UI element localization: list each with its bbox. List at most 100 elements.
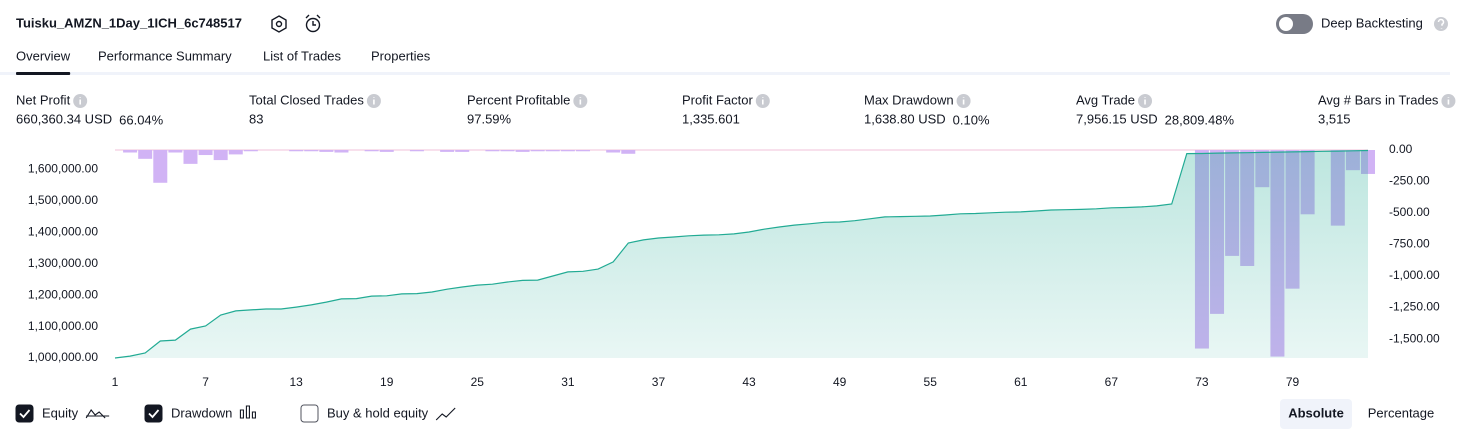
- x-tick-label: 43: [742, 375, 756, 389]
- x-tick-label: 25: [471, 375, 485, 389]
- x-tick-label: 37: [652, 375, 666, 389]
- info-icon[interactable]: [755, 94, 770, 108]
- y2-tick-label: -1,000.00: [1389, 268, 1440, 282]
- tab[interactable]: Performance Summary: [98, 48, 232, 63]
- stat-value: 83: [249, 111, 263, 126]
- equity-line: [114, 149, 1369, 359]
- stat-value: 660,360.34 USD: [16, 111, 112, 126]
- y-tick-label: 1,200,000.00: [28, 287, 98, 301]
- stat-label: Total Closed Trades: [249, 92, 364, 107]
- deep-backtesting-toggle[interactable]: [1276, 14, 1313, 34]
- x-tick-label: 1: [112, 375, 119, 389]
- equity-area: [115, 150, 1368, 358]
- x-tick-label: 55: [924, 375, 938, 389]
- drawdown-bar: [213, 150, 228, 161]
- legend-label: Drawdown: [171, 405, 232, 420]
- checkbox: [15, 404, 34, 423]
- x-tick-label: 31: [561, 375, 575, 389]
- legend-checkbox[interactable]: Buy & hold equity: [300, 404, 456, 423]
- checkbox: [144, 404, 163, 423]
- x-tick-label: 79: [1286, 375, 1300, 389]
- stat-extra: 0.10%: [953, 112, 990, 127]
- view-button[interactable]: Absolute: [1280, 399, 1352, 429]
- stat-label: Avg Trade: [1076, 92, 1135, 107]
- checkbox: [300, 404, 319, 423]
- y-tick-label: 1,600,000.00: [28, 162, 98, 176]
- view-label: Percentage: [1368, 405, 1435, 420]
- drawdown-bar: [409, 150, 424, 152]
- y-tick-label: 1,500,000.00: [28, 193, 98, 207]
- drawdown-bar: [153, 150, 168, 183]
- drawdown-bar: [621, 150, 636, 154]
- x-tick-label: 61: [1014, 375, 1028, 389]
- legend-icon: [435, 407, 456, 421]
- drawdown-bar: [228, 150, 243, 155]
- tab[interactable]: List of Trades: [263, 48, 342, 63]
- info-icon[interactable]: [366, 94, 381, 108]
- info-icon[interactable]: [1138, 94, 1153, 108]
- checkmark: [148, 409, 160, 419]
- drawdown-bar: [575, 150, 590, 152]
- drawdown-bar: [485, 150, 500, 152]
- help-icon[interactable]: [1434, 17, 1448, 31]
- tab[interactable]: Properties: [371, 48, 431, 63]
- active-tab-underline: [16, 72, 71, 75]
- stat-extra: 28,809.48%: [1165, 112, 1235, 127]
- drawdown-bar: [379, 150, 394, 152]
- drawdown-bar: [289, 150, 304, 152]
- info-icon[interactable]: [573, 94, 588, 108]
- drawdown-bar: [455, 150, 470, 152]
- stat-label: Net Profit: [16, 92, 71, 107]
- drawdown-bar: [123, 150, 138, 153]
- drawdown-bar: [168, 150, 183, 153]
- drawdown-bar: [319, 150, 334, 152]
- stat-value: 3,515: [1318, 111, 1351, 126]
- x-tick-label: 7: [202, 375, 209, 389]
- legend-label: Equity: [42, 405, 79, 420]
- stat-value: 97.59%: [467, 111, 512, 126]
- strategy-title: Tuisku_AMZN_1Day_1ICH_6c748517: [16, 15, 242, 30]
- drawdown-bar: [545, 150, 560, 152]
- tab-divider: [0, 72, 1450, 75]
- drawdown-bar: [606, 150, 621, 153]
- legend-icon: [239, 405, 256, 419]
- stat-label: Avg # Bars in Trades: [1318, 92, 1439, 107]
- stat-value: 1,638.80 USD: [864, 111, 946, 126]
- info-icon[interactable]: [1441, 94, 1456, 108]
- tab[interactable]: Overview: [16, 48, 71, 63]
- view-button-bg: [1280, 399, 1352, 429]
- x-tick-label: 73: [1195, 375, 1209, 389]
- x-tick-label: 19: [380, 375, 394, 389]
- drawdown-bar: [198, 150, 213, 156]
- alert-icon[interactable]: [305, 14, 321, 33]
- legend-checkbox[interactable]: Drawdown: [144, 404, 256, 423]
- x-tick-label: 49: [833, 375, 847, 389]
- stat-extra: 66.04%: [119, 112, 164, 127]
- x-tick-label: 13: [289, 375, 303, 389]
- info-icon[interactable]: [956, 94, 971, 108]
- settings-icon[interactable]: [271, 15, 287, 33]
- y2-tick-label: -500.00: [1389, 205, 1430, 219]
- stat-label: Profit Factor: [682, 92, 753, 107]
- drawdown-bar: [334, 150, 349, 153]
- drawdown-bar: [560, 150, 575, 152]
- view-label: Absolute: [1288, 405, 1344, 420]
- drawdown-bar: [500, 150, 515, 152]
- drawdown-bar: [515, 150, 530, 152]
- y2-tick-label: -1,250.00: [1389, 300, 1440, 314]
- y2-tick-label: -1,500.00: [1389, 331, 1440, 345]
- drawdown-bar: [304, 150, 319, 152]
- drawdown-bar: [138, 150, 153, 159]
- legend-checkbox[interactable]: Equity: [15, 404, 110, 423]
- y2-tick-label: 0.00: [1389, 142, 1413, 156]
- y-tick-label: 1,000,000.00: [28, 350, 98, 364]
- checkmark: [19, 409, 31, 419]
- deep-backtesting-label: Deep Backtesting: [1321, 15, 1423, 30]
- stat-value: 7,956.15 USD: [1076, 111, 1158, 126]
- legend-label: Buy & hold equity: [327, 405, 429, 420]
- view-button[interactable]: Percentage: [1368, 405, 1435, 420]
- y2-tick-label: -250.00: [1389, 174, 1430, 188]
- y-tick-label: 1,400,000.00: [28, 224, 98, 238]
- info-icon[interactable]: [73, 94, 88, 108]
